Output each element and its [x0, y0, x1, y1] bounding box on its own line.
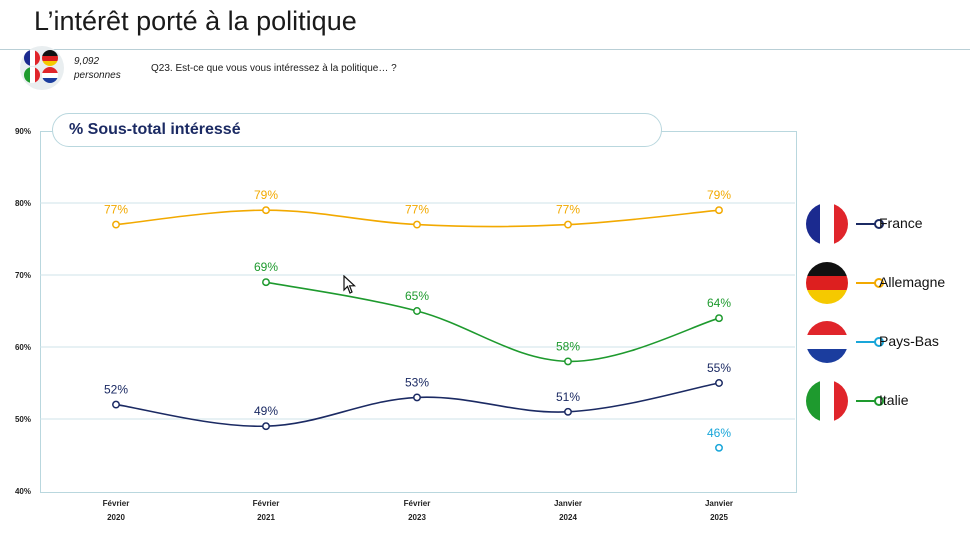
- france-flag-icon: [24, 50, 40, 66]
- netherlands-flag-icon: [42, 67, 58, 83]
- legend-line: [856, 341, 878, 343]
- legend-line: [856, 223, 878, 225]
- allemagne-point: [262, 206, 270, 215]
- france-point: [715, 379, 723, 387]
- x-tick-month: Février: [103, 499, 130, 508]
- question-text: Q23. Est-ce que vous vous intéressez à l…: [151, 63, 397, 74]
- mouse-cursor-icon: [343, 275, 357, 294]
- y-tick-label: 70%: [15, 271, 31, 280]
- italie-point: [262, 278, 270, 287]
- allemagne-point: [715, 206, 723, 215]
- allemagne-point: [564, 220, 572, 229]
- y-tick-label: 90%: [15, 127, 31, 136]
- france-data-label: 53%: [405, 375, 429, 389]
- legend-item-pays-bas: Pays-Bas: [806, 321, 966, 363]
- france-data-label: 51%: [556, 390, 580, 404]
- france-point: [112, 400, 120, 409]
- y-axis-ticks: 90% 80% 70% 60% 50% 40%: [15, 127, 31, 496]
- legend-item-allemagne: Allemagne: [806, 262, 966, 304]
- legend-label: Pays-Bas: [879, 333, 939, 349]
- legend-item-italie: Italie: [806, 380, 966, 422]
- france-data-label: 49%: [254, 404, 278, 418]
- italy-flag-icon: [806, 380, 848, 422]
- france-point: [564, 407, 572, 416]
- respondents-info: 9,092 personnes: [74, 55, 121, 83]
- data-labels: 52% 49% 53% 51% 55% 77% 79% 77% 77% 79% 46% 69% 65% 5…: [104, 188, 731, 440]
- italie-point: [564, 357, 572, 366]
- legend-label: Italie: [879, 392, 909, 408]
- legend-line: [856, 400, 878, 402]
- allemagne-point: [112, 220, 120, 229]
- y-tick-label: 60%: [15, 343, 31, 352]
- countries-flags-icon: [20, 46, 64, 90]
- pays-bas-point: [715, 443, 723, 452]
- series-lines: [112, 206, 723, 452]
- legend-marker: [874, 278, 884, 288]
- france-series-line: [115, 382, 720, 428]
- legend-marker: [874, 337, 884, 347]
- italie-data-label: 69%: [254, 260, 278, 274]
- x-tick-year: 2020: [107, 513, 125, 522]
- respondents-label: personnes: [74, 70, 121, 81]
- x-tick-month: Février: [404, 499, 431, 508]
- legend-item-france: France: [806, 203, 966, 245]
- legend-line: [856, 282, 878, 284]
- france-point: [413, 393, 421, 402]
- x-tick-month: Janvier: [554, 499, 582, 508]
- chart-title: % Sous-total intéressé: [69, 121, 241, 138]
- y-tick-label: 50%: [15, 415, 31, 424]
- x-tick-month: Janvier: [705, 499, 733, 508]
- france-point: [262, 422, 270, 431]
- x-axis-ticks: Février 2020 Février 2021 Février 2023 Janvier…: [103, 499, 733, 522]
- pays-bas-data-label: 46%: [707, 426, 731, 440]
- gridlines: [40, 202, 795, 420]
- y-tick-label: 40%: [15, 487, 31, 496]
- legend-label: Allemagne: [879, 274, 946, 290]
- x-tick-year: 2024: [559, 513, 577, 522]
- netherlands-flag-icon: [806, 321, 848, 363]
- italie-data-label: 64%: [707, 296, 731, 310]
- page-title: L’intérêt porté à la politique: [34, 6, 357, 36]
- chart-title-tab: % Sous-total intéressé: [52, 113, 662, 147]
- x-tick-year: 2025: [710, 513, 728, 522]
- italy-flag-icon: [24, 67, 40, 83]
- legend-marker: [874, 219, 884, 229]
- legend-marker: [874, 396, 884, 406]
- germany-flag-icon: [806, 262, 848, 304]
- allemagne-data-label: 77%: [556, 203, 580, 217]
- legend-label: France: [879, 215, 923, 231]
- header-divider: [0, 49, 970, 50]
- italie-point: [413, 307, 421, 315]
- france-flag-icon: [806, 203, 848, 245]
- x-tick-year: 2021: [257, 513, 275, 522]
- y-tick-label: 80%: [15, 199, 31, 208]
- x-tick-month: Février: [253, 499, 280, 508]
- allemagne-data-label: 77%: [405, 203, 429, 217]
- italie-data-label: 58%: [556, 339, 580, 353]
- germany-flag-icon: [42, 50, 58, 66]
- italie-data-label: 65%: [405, 289, 429, 303]
- allemagne-data-label: 79%: [707, 188, 731, 202]
- italie-point: [715, 314, 723, 323]
- allemagne-point: [413, 220, 421, 229]
- france-data-label: 55%: [707, 361, 731, 375]
- respondents-count: 9,092: [74, 56, 100, 67]
- france-data-label: 52%: [104, 383, 128, 397]
- allemagne-data-label: 77%: [104, 203, 128, 217]
- allemagne-data-label: 79%: [254, 188, 278, 202]
- italie-series-line: [265, 281, 720, 363]
- x-tick-year: 2023: [408, 513, 426, 522]
